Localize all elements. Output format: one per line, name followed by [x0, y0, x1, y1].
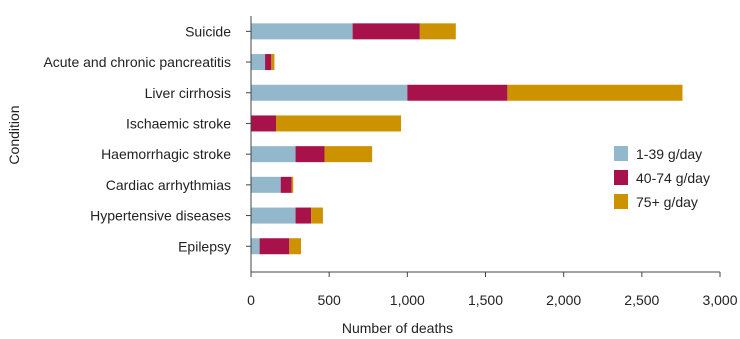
- bar-epilepsy-1-39-g-day: [251, 238, 260, 255]
- x-tick-label: 0: [247, 292, 255, 308]
- bar-hypertensive-diseases-1-39-g-day: [251, 207, 296, 224]
- legend-swatch-75-g-day: [614, 194, 628, 209]
- bar-acute-and-chronic-pancreatitis-75-g-day: [271, 54, 275, 71]
- x-axis-title: Number of deaths: [342, 320, 453, 336]
- bar-liver-cirrhosis-1-39-g-day: [251, 84, 408, 101]
- legend-swatch-1-39-g-day: [614, 146, 628, 161]
- bar-hypertensive-diseases-40-74-g-day: [295, 207, 312, 224]
- bar-acute-and-chronic-pancreatitis-1-39-g-day: [251, 54, 266, 71]
- x-tick-label: 1,000: [390, 292, 425, 308]
- x-tick-label: 3,000: [702, 292, 737, 308]
- bar-ischaemic-stroke-75-g-day: [276, 115, 402, 132]
- bar-suicide-40-74-g-day: [352, 23, 420, 40]
- category-label-liver-cirrhosis: Liver cirrhosis: [145, 85, 231, 101]
- category-label-suicide: Suicide: [185, 23, 231, 39]
- bar-liver-cirrhosis-40-74-g-day: [407, 84, 508, 101]
- legend: 1-39 g/day 40-74 g/day 75+ g/day: [614, 146, 710, 210]
- x-tick-label: 1,500: [468, 292, 503, 308]
- bar-cardiac-arrhythmias-1-39-g-day: [251, 176, 281, 193]
- category-label-ischaemic-stroke: Ischaemic stroke: [126, 115, 231, 131]
- legend-swatch-40-74-g-day: [614, 170, 628, 185]
- category-label-cardiac-arrhythmias: Cardiac arrhythmias: [106, 177, 231, 193]
- legend-label-1-39-g-day: 1-39 g/day: [636, 146, 702, 162]
- category-label-epilepsy: Epilepsy: [178, 238, 231, 254]
- x-tick-label: 500: [317, 292, 341, 308]
- bar-suicide-1-39-g-day: [251, 23, 353, 40]
- x-tick-label: 2,000: [546, 292, 581, 308]
- category-labels: Suicide Acute and chronic pancreatitis Liv…: [43, 23, 251, 254]
- category-label-hypertensive-diseases: Hypertensive diseases: [90, 208, 231, 224]
- category-label-haemorrhagic-stroke: Haemorrhagic stroke: [101, 146, 231, 162]
- legend-label-75-g-day: 75+ g/day: [636, 194, 698, 210]
- bar-acute-and-chronic-pancreatitis-40-74-g-day: [265, 54, 272, 71]
- bar-haemorrhagic-stroke-40-74-g-day: [295, 146, 325, 163]
- bar-liver-cirrhosis-75-g-day: [507, 84, 683, 101]
- bar-cardiac-arrhythmias-40-74-g-day: [280, 176, 292, 193]
- category-label-acute-and-chronic-pancreatitis: Acute and chronic pancreatitis: [43, 54, 231, 70]
- bars-group: [251, 23, 683, 255]
- bar-epilepsy-40-74-g-day: [259, 238, 290, 255]
- x-tick-label: 2,500: [624, 292, 659, 308]
- bar-suicide-75-g-day: [419, 23, 456, 40]
- bar-haemorrhagic-stroke-1-39-g-day: [251, 146, 296, 163]
- bar-epilepsy-75-g-day: [289, 238, 302, 255]
- bar-ischaemic-stroke-40-74-g-day: [251, 115, 277, 132]
- bar-haemorrhagic-stroke-75-g-day: [324, 146, 373, 163]
- legend-label-40-74-g-day: 40-74 g/day: [636, 170, 710, 186]
- bar-cardiac-arrhythmias-75-g-day: [291, 176, 294, 193]
- y-axis-title: Condition: [6, 105, 22, 164]
- x-axis-ticks: 0 500 1,000 1,500 2,000 2,500 3,000: [247, 272, 738, 308]
- bar-hypertensive-diseases-75-g-day: [311, 207, 323, 224]
